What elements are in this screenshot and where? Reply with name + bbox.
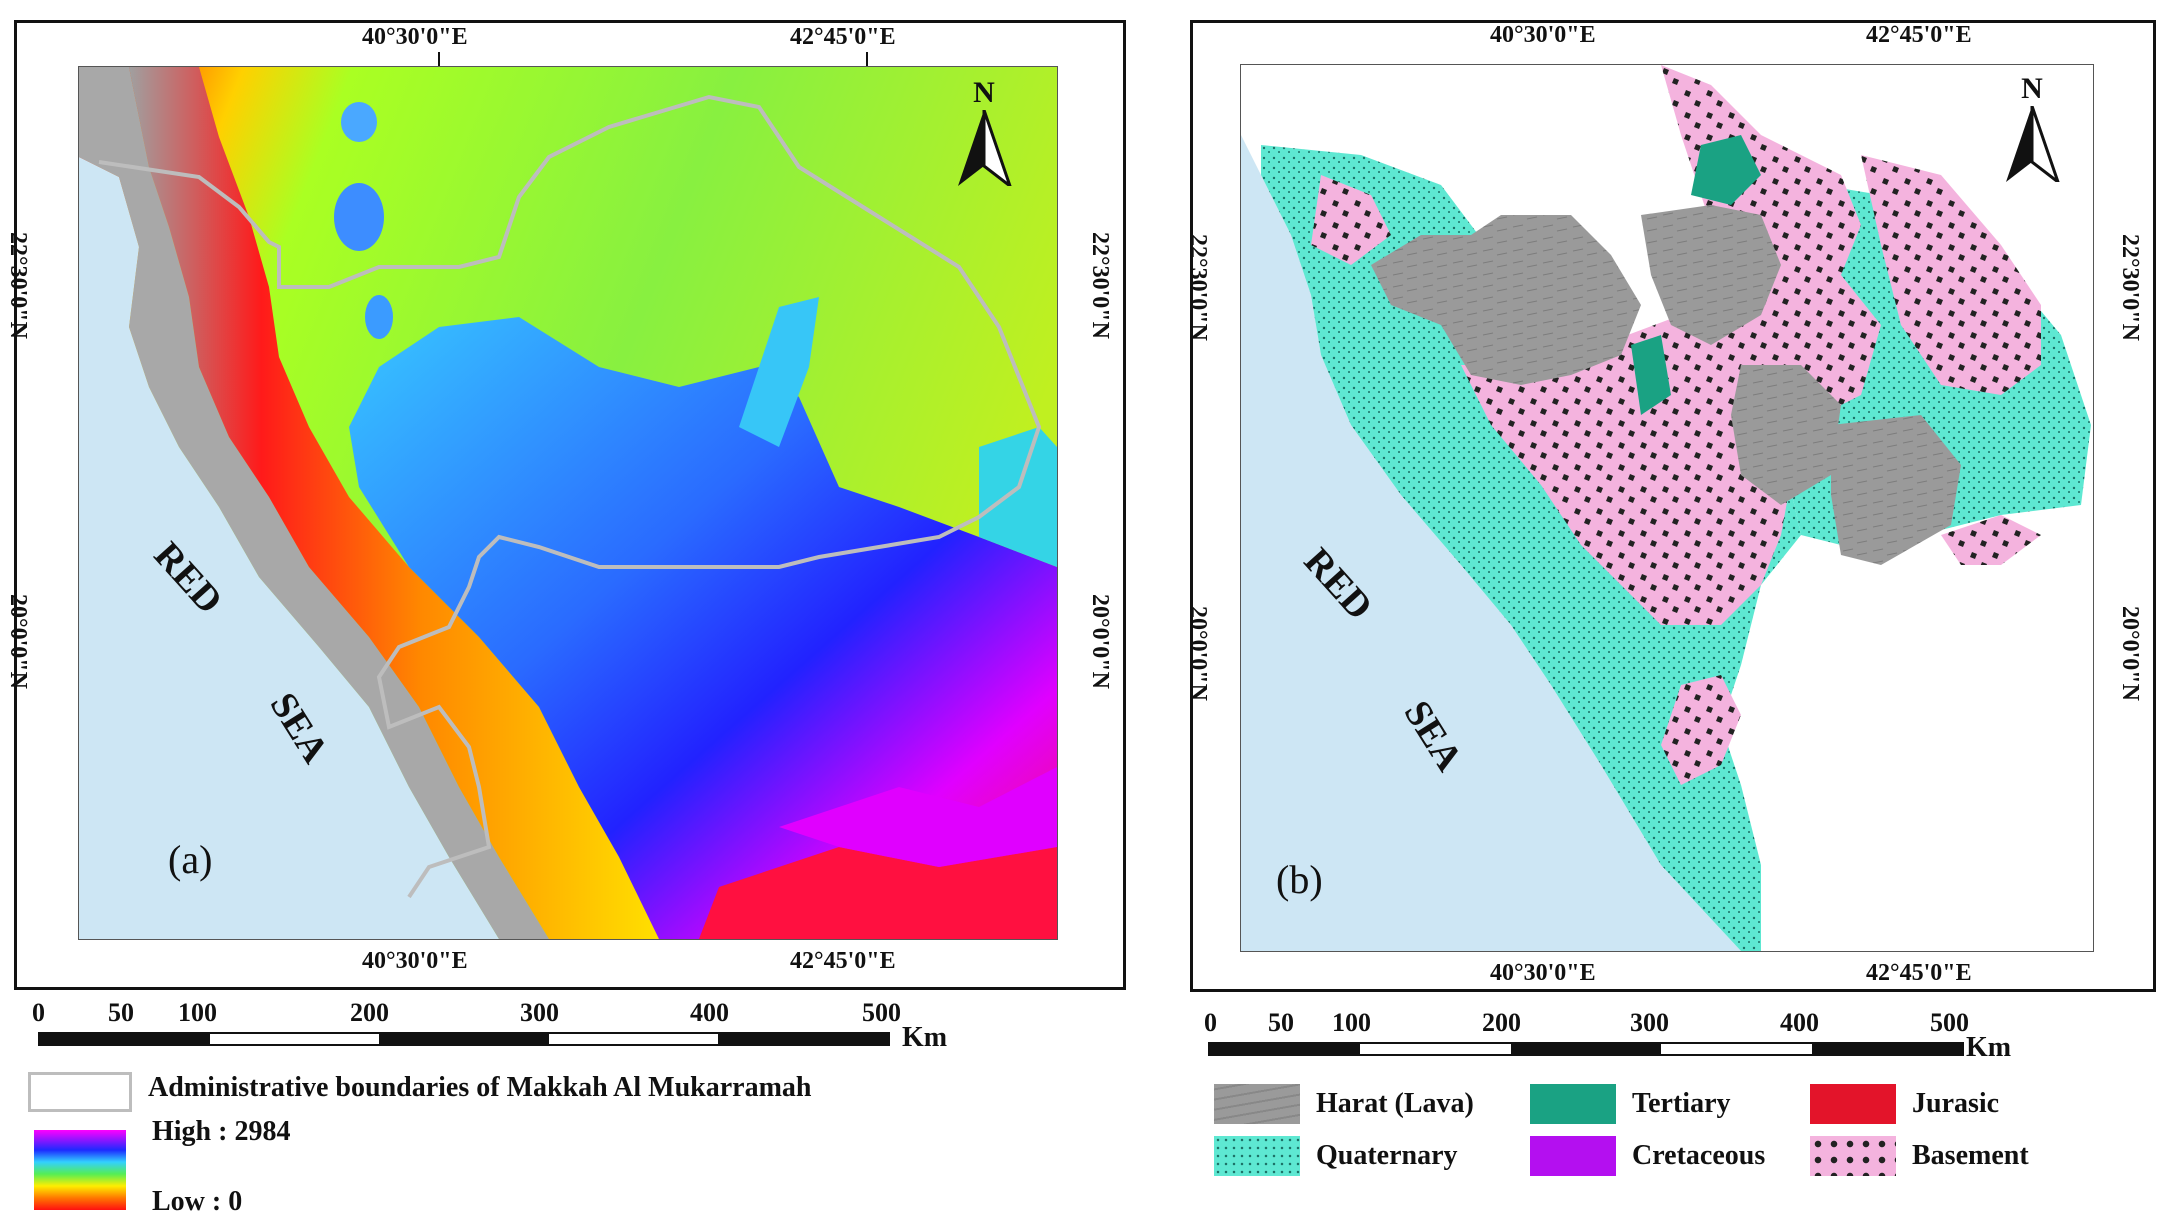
panel-b-scale-300: 300 [1630, 1008, 1669, 1037]
panel-b-scale-400: 400 [1780, 1008, 1819, 1037]
panel-a-coord-top-right: 42°45'0"E [790, 24, 896, 50]
panel-a-legend-boundary-swatch [28, 1072, 132, 1112]
panel-b-scale-0: 0 [1204, 1008, 1217, 1037]
legend-swatch-basement [1810, 1136, 1896, 1176]
panel-b-scale-200: 200 [1482, 1008, 1521, 1037]
panel-b-scale-unit: Km [1966, 1032, 2012, 1063]
north-arrow-icon [2006, 105, 2062, 187]
panel-a-scale-200: 200 [350, 998, 389, 1027]
panel-b-coord-bottom-right: 42°45'0"E [1866, 960, 1972, 986]
panel-b-scale-50: 50 [1268, 1008, 1294, 1037]
panel-a-coord-bottom-right: 42°45'0"E [790, 948, 896, 974]
panel-a-scale-300: 300 [520, 998, 559, 1027]
panel-a-dem-map [78, 66, 1058, 940]
panel-b-coord-left-upper: 22°30'0"N [1184, 234, 1211, 341]
legend-swatch-quaternary [1214, 1136, 1300, 1176]
panel-a-letter: (a) [168, 837, 213, 882]
panel-b-geology-map [1240, 64, 2094, 952]
panel-a-north-label: N [973, 76, 995, 109]
panel-a-legend-elevation-ramp [34, 1130, 126, 1210]
legend-swatch-tertiary [1530, 1084, 1616, 1124]
panel-a-coord-right-lower: 20°0'0"N [1086, 594, 1113, 689]
panel-a-tick-top-right [866, 52, 868, 66]
panel-b-letter: (b) [1276, 857, 1323, 902]
panel-b-coord-left-lower: 20°0'0"N [1184, 606, 1211, 701]
panel-a-scale-unit: Km [902, 1022, 948, 1053]
panel-a-tick-top-left [438, 52, 440, 66]
panel-a-coord-top-left: 40°30'0"E [362, 24, 468, 50]
panel-a-scale-0: 0 [32, 998, 45, 1027]
north-arrow-icon [958, 109, 1014, 191]
legend-label-basement: Basement [1912, 1140, 2029, 1171]
dem-raster [79, 67, 1057, 939]
panel-a-legend-boundary-label: Administrative boundaries of Makkah Al M… [148, 1072, 812, 1103]
legend-swatch-jurasic [1810, 1084, 1896, 1124]
panel-b-coord-top-right: 42°45'0"E [1866, 22, 1972, 48]
panel-a-scale-100: 100 [178, 998, 217, 1027]
panel-a-scalebar: 0 50 100 200 300 400 500 Km [30, 998, 947, 1058]
panel-a-coord-right-upper: 22°30'0"N [1086, 232, 1113, 339]
panel-a-scale-400: 400 [690, 998, 729, 1027]
panel-b-north-arrow: N [2002, 72, 2062, 187]
panel-a-scale-track [38, 1032, 890, 1046]
panel-b-coord-right-upper: 22°30'0"N [2116, 234, 2143, 341]
legend-label-quaternary: Quaternary [1316, 1140, 1458, 1171]
panel-a-scale-50: 50 [108, 998, 134, 1027]
legend-label-tertiary: Tertiary [1632, 1088, 1731, 1119]
panel-a-legend-high: High : 2984 [152, 1116, 291, 1147]
panel-a-scale-500: 500 [862, 998, 901, 1027]
panel-b-coord-top-left: 40°30'0"E [1490, 22, 1596, 48]
legend-label-jurasic: Jurasic [1912, 1088, 2000, 1119]
panel-b-scalebar: 0 50 100 200 300 400 500 Km [1200, 1008, 2020, 1068]
panel-a-coord-left-upper: 22°30'0"N [4, 232, 31, 339]
panel-b-scale-500: 500 [1930, 1008, 1969, 1037]
legend-label-harat: Harat (Lava) [1316, 1088, 1474, 1119]
panel-b-coord-right-lower: 20°0'0"N [2116, 606, 2143, 701]
legend-swatch-harat [1214, 1084, 1300, 1124]
legend-label-cretaceous: Cretaceous [1632, 1140, 1766, 1171]
legend-swatch-cretaceous [1530, 1136, 1616, 1176]
geology-map [1241, 65, 2091, 951]
panel-a-coord-bottom-left: 40°30'0"E [362, 948, 468, 974]
panel-b-north-label: N [2021, 72, 2043, 105]
panel-b-scale-100: 100 [1332, 1008, 1371, 1037]
panel-b-scale-track [1208, 1042, 1964, 1056]
panel-a-legend-low: Low : 0 [152, 1186, 243, 1217]
panel-a-north-arrow: N [954, 76, 1014, 191]
panel-a-coord-left-lower: 20°0'0"N [4, 594, 31, 689]
panel-b-coord-bottom-left: 40°30'0"E [1490, 960, 1596, 986]
